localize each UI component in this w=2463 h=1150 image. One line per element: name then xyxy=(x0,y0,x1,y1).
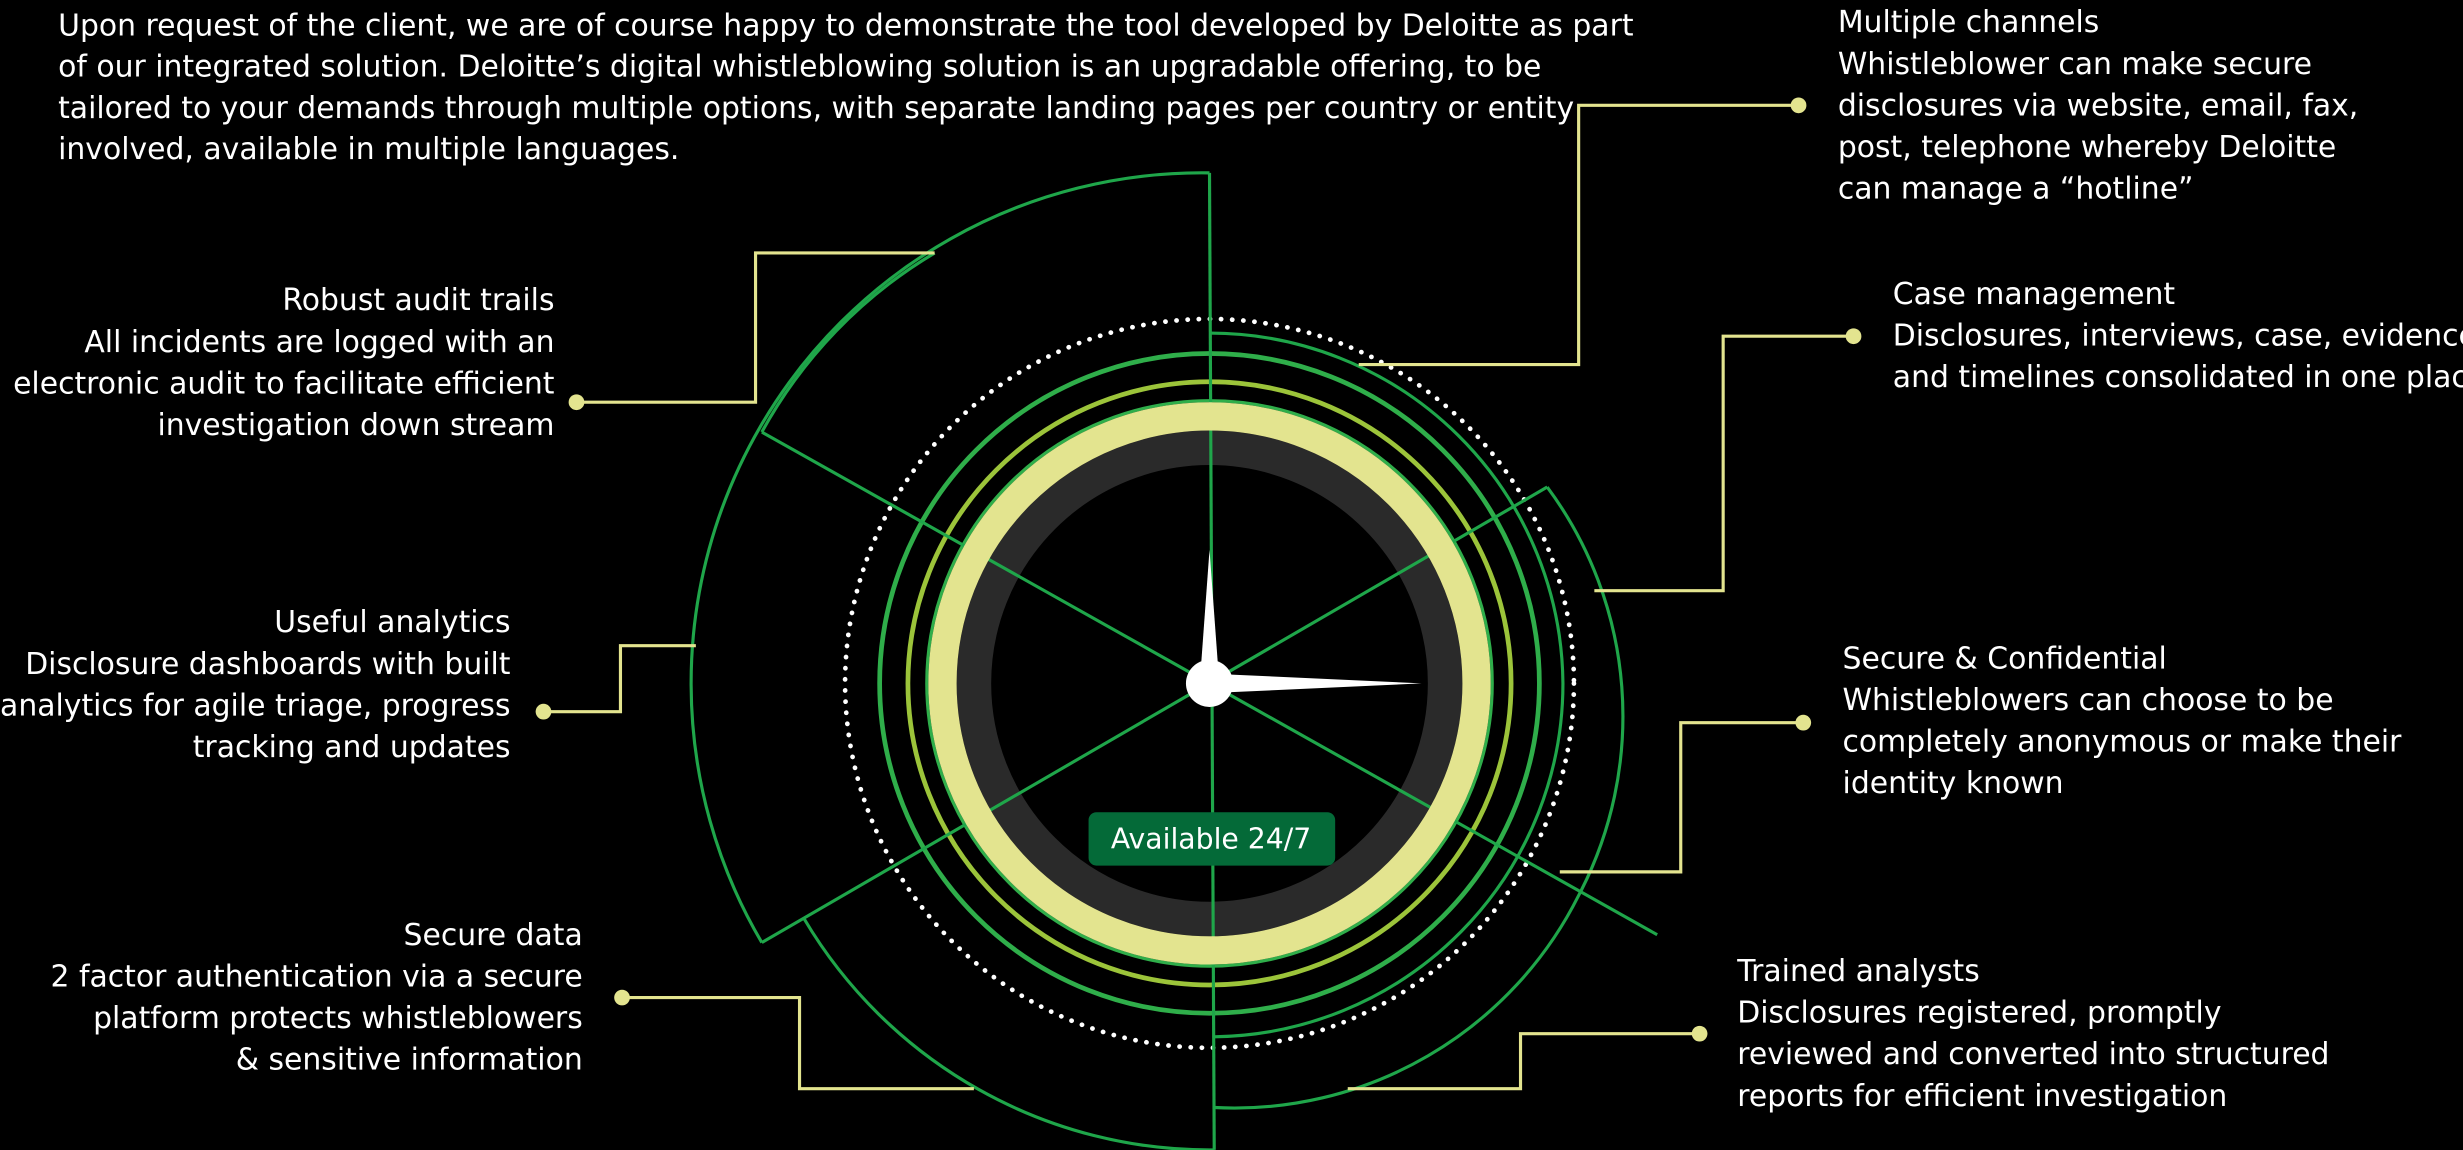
yellow-ring xyxy=(928,402,1491,965)
hub xyxy=(1185,659,1234,707)
feature-text: electronic audit to facilitate efficient xyxy=(13,366,554,401)
outer-arc xyxy=(760,251,936,433)
feature-title: Secure data xyxy=(404,918,583,953)
feature-text: reviewed and converted into structured xyxy=(1737,1037,2329,1072)
feature-text: Disclosures registered, promptly xyxy=(1737,996,2221,1031)
feature-title: Robust audit trails xyxy=(282,283,554,318)
feature-text: platform protects whistleblowers xyxy=(93,1001,583,1036)
feature-text: disclosures via website, email, fax, xyxy=(1838,88,2358,123)
dial xyxy=(689,171,1658,1150)
intro-line: involved, available in multiple language… xyxy=(58,132,679,167)
minute-hand xyxy=(1217,673,1422,693)
intro-line: of our integrated solution. Deloitte’s d… xyxy=(58,50,1541,85)
feature-text: All incidents are logged with an xyxy=(84,325,554,360)
outer-arc xyxy=(689,171,1210,944)
feature-title: Trained analysts xyxy=(1736,954,1980,989)
feature-text: investigation down stream xyxy=(157,408,554,443)
feature-title: Secure & Confidential xyxy=(1843,641,2167,676)
feature-text: post, telephone whereby Deloitte xyxy=(1838,130,2336,165)
connectors xyxy=(543,103,1854,1091)
right-arc xyxy=(1209,331,1565,1039)
spoke xyxy=(761,485,1549,944)
feature-text: completely anonymous or make their xyxy=(1843,725,2403,760)
feature-text: & sensitive information xyxy=(236,1043,583,1078)
feature-text: reports for efficient investigation xyxy=(1737,1079,2227,1114)
outer-arc xyxy=(802,918,1215,1150)
feature-text: and timelines consolidated in one place xyxy=(1893,360,2463,395)
intro-line: tailored to your demands through multipl… xyxy=(58,91,1574,126)
feature-title: Multiple channels xyxy=(1838,5,2100,40)
feature-text: Disclosure dashboards with built xyxy=(25,647,510,682)
feature-title: Useful analytics xyxy=(274,605,510,640)
feature-text: tracking and updates xyxy=(193,730,511,765)
feature-title: Case management xyxy=(1893,277,2175,312)
hour-hand xyxy=(1200,549,1219,679)
feature-text: can manage a “hotline” xyxy=(1838,172,2194,207)
badge xyxy=(1088,812,1336,866)
intro-line: Upon request of the client, we are of co… xyxy=(58,8,1633,43)
feature-text: Disclosures, interviews, case, evidence xyxy=(1893,319,2463,354)
connector-dots xyxy=(535,97,1862,1042)
feature-text: Whistleblower can make secure xyxy=(1838,47,2312,82)
badge-label: Available 24/7 xyxy=(1111,822,1311,855)
feature-text: 2 factor authentication via a secure xyxy=(50,959,582,994)
feature-text: in analytics for agile triage, progress xyxy=(0,688,511,723)
feature-text: identity known xyxy=(1843,766,2064,801)
feature-text: Whistleblowers can choose to be xyxy=(1843,683,2334,718)
